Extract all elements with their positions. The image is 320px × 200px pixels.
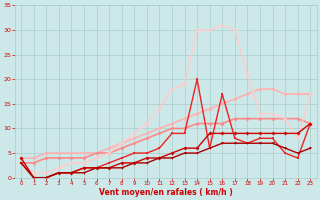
X-axis label: Vent moyen/en rafales ( km/h ): Vent moyen/en rafales ( km/h )	[99, 188, 233, 197]
